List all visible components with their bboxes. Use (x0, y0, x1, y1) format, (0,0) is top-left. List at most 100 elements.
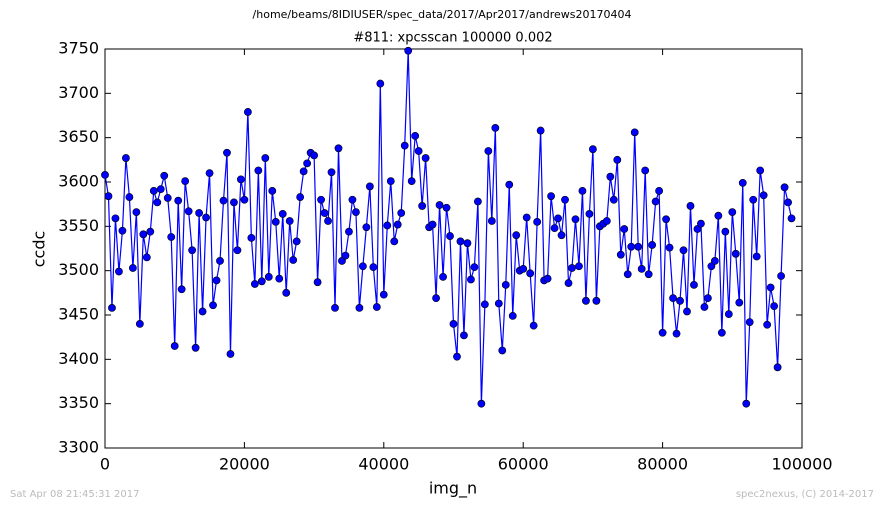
data-point (519, 264, 528, 273)
chart-title: #811: xpcsscan 100000 0.002 (353, 31, 552, 46)
data-point (247, 233, 256, 242)
data-point (282, 288, 291, 297)
data-point (585, 210, 594, 218)
data-point (637, 264, 646, 273)
data-point (557, 231, 566, 240)
data-point (780, 183, 789, 192)
series-line (104, 50, 793, 404)
data-point (369, 263, 378, 272)
data-point (634, 242, 643, 251)
data-point (362, 223, 371, 232)
data-point (174, 196, 183, 205)
data-point (397, 209, 406, 217)
data-point (303, 159, 312, 168)
data-point (135, 319, 144, 328)
data-point (108, 304, 116, 312)
data-point (219, 196, 228, 205)
data-point (623, 270, 632, 279)
data-point (446, 232, 454, 240)
data-point (710, 257, 719, 265)
y-tick-label: 3450 (58, 305, 99, 324)
data-point (264, 272, 273, 281)
data-point (554, 214, 562, 223)
data-point (543, 274, 552, 283)
data-point (212, 276, 221, 285)
y-tick-label: 3700 (58, 83, 99, 102)
data-point (289, 256, 298, 264)
data-point (533, 217, 542, 226)
data-point (149, 186, 158, 195)
data-point (735, 298, 744, 307)
footer-right: spec2nexus, (C) 2014-2017 (736, 489, 874, 500)
data-point (501, 280, 510, 289)
x-axis-label: img_n (429, 479, 477, 499)
data-point (372, 303, 381, 311)
data-point (536, 126, 545, 135)
data-point (439, 272, 447, 281)
data-point (697, 219, 705, 228)
data-point (156, 185, 165, 193)
data-point (512, 231, 521, 240)
data-point (787, 214, 796, 223)
data-point (104, 192, 113, 201)
data-point (195, 209, 203, 217)
data-point (582, 296, 590, 305)
data-point (191, 343, 200, 352)
data-point (616, 250, 625, 259)
data-point (198, 307, 207, 316)
data-point (494, 299, 503, 308)
data-point (386, 177, 395, 186)
data-point (756, 166, 765, 175)
data-point (491, 124, 500, 132)
x-tick-label: 80000 (637, 455, 688, 474)
data-point (784, 198, 792, 207)
data-point (334, 144, 343, 153)
data-point (313, 278, 322, 287)
data-point (285, 217, 294, 225)
data-point (717, 328, 726, 337)
y-tick-label: 3750 (58, 39, 99, 58)
data-point (348, 195, 357, 204)
data-point (728, 208, 737, 217)
data-point (609, 195, 618, 204)
x-tick-label: 20000 (219, 455, 270, 474)
data-point (341, 251, 350, 260)
y-tick-label: 3550 (58, 216, 99, 235)
data-point (243, 108, 252, 116)
x-tick-label: 0 (100, 455, 110, 474)
data-point (115, 267, 123, 276)
data-point (749, 195, 758, 204)
data-point (700, 303, 709, 311)
data-point (209, 301, 217, 310)
y-tick-label: 3300 (58, 438, 99, 457)
data-point (163, 194, 172, 202)
data-point (383, 221, 392, 230)
data-point (672, 329, 681, 338)
data-point (205, 169, 214, 178)
x-tick-label: 60000 (498, 455, 549, 474)
data-point (237, 175, 245, 184)
data-point (564, 279, 573, 287)
data-point (571, 215, 580, 224)
data-point (393, 220, 402, 229)
y-tick-label: 3650 (58, 127, 99, 146)
x-tick-label: 40000 (358, 455, 409, 474)
data-point (470, 263, 479, 272)
data-point (345, 227, 353, 236)
data-point (299, 167, 308, 176)
data-point (651, 197, 660, 206)
data-point (358, 262, 367, 271)
data-point (125, 193, 134, 201)
data-point (487, 217, 496, 225)
data-point (449, 319, 458, 328)
data-point (686, 202, 695, 210)
data-point (271, 217, 280, 226)
data-point (142, 253, 151, 262)
data-point (669, 294, 677, 303)
data-point (167, 233, 176, 241)
data-point (317, 195, 325, 204)
data-point (128, 264, 137, 272)
data-point (414, 147, 423, 155)
data-point (400, 141, 409, 150)
